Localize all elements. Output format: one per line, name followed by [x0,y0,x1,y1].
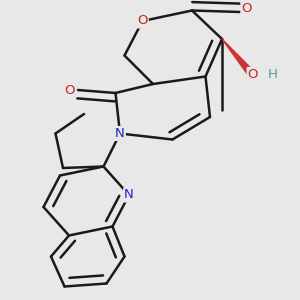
Polygon shape [222,39,255,77]
Text: H: H [268,68,278,81]
Text: N: N [115,127,125,140]
Text: O: O [64,83,75,97]
Text: N: N [124,188,134,202]
Text: O: O [137,14,148,28]
Text: O: O [242,2,252,16]
Text: O: O [248,68,258,81]
